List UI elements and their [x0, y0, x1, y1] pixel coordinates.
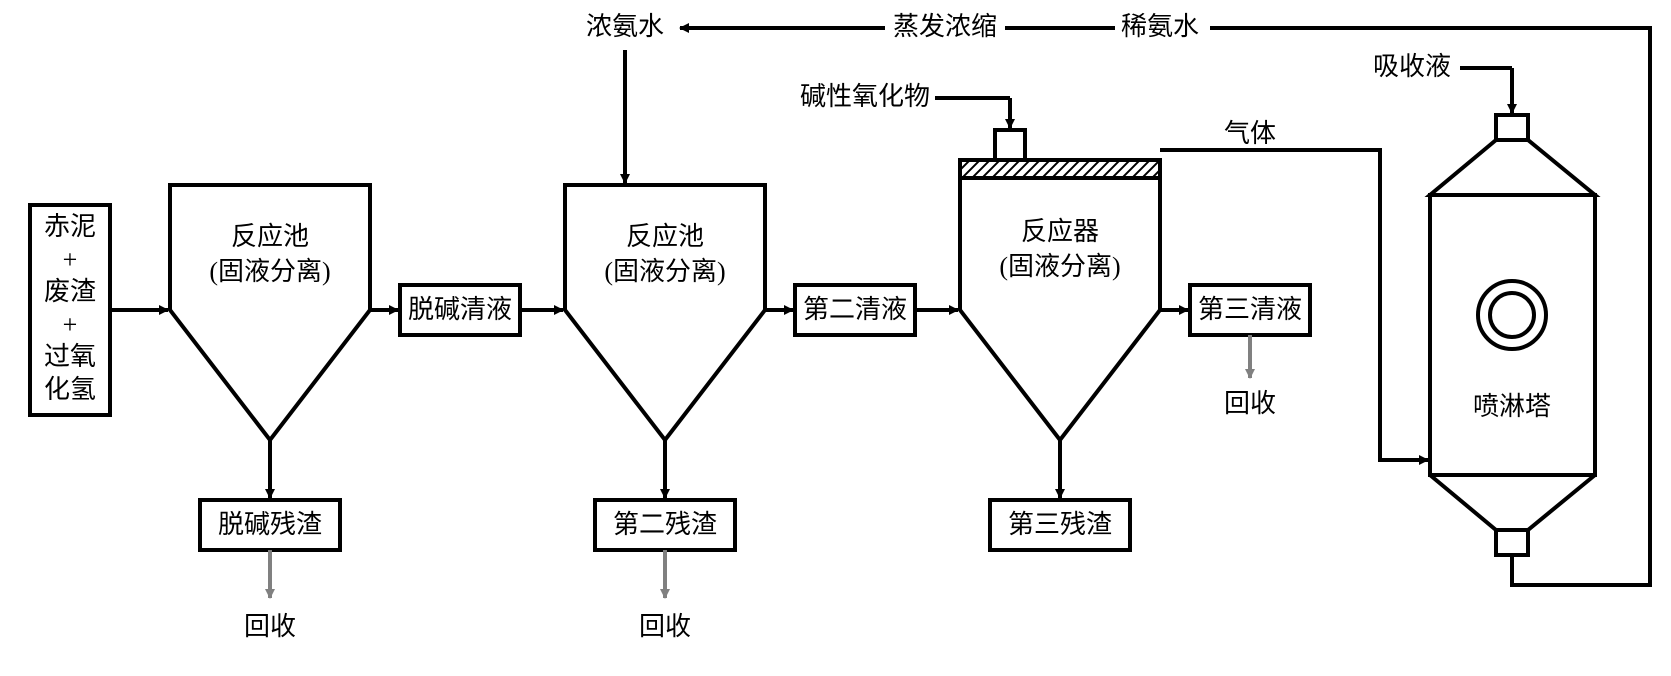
- input-plus-2: +: [63, 310, 78, 339]
- absorb-liquid-label: 吸收液: [1373, 52, 1451, 81]
- input-label-3: 过氧: [44, 342, 96, 371]
- reactor3-label-1: 反应器: [1021, 217, 1099, 246]
- clear3-label: 第三清液: [1198, 295, 1302, 324]
- tower-label: 喷淋塔: [1473, 392, 1551, 421]
- spray-tower: [1430, 115, 1595, 555]
- clear1-label: 脱碱清液: [408, 295, 512, 324]
- gas-label: 气体: [1224, 119, 1276, 148]
- clear2-label: 第二清液: [803, 295, 907, 324]
- recover3-label: 回收: [1224, 389, 1276, 418]
- basic-oxide-label: 碱性氧化物: [800, 82, 930, 111]
- dilute-ammonia-label: 稀氨水: [1121, 12, 1199, 41]
- reactor2-label-1: 反应池: [626, 222, 704, 251]
- reactor3-hatch: [960, 160, 1160, 178]
- residue1-label: 脱碱残渣: [218, 510, 322, 539]
- reactor1-label-1: 反应池: [231, 222, 309, 251]
- reactor3-label-2: (固液分离): [999, 252, 1120, 281]
- conc-ammonia-label: 浓氨水: [586, 12, 664, 41]
- evap-label: 蒸发浓缩: [893, 12, 997, 41]
- reactor3-inlet: [995, 130, 1025, 160]
- residue3-label: 第三残渣: [1008, 510, 1112, 539]
- input-label-4: 化氢: [44, 375, 96, 404]
- reactor2-label-2: (固液分离): [604, 257, 725, 286]
- input-plus-1: +: [63, 245, 78, 274]
- recover1-label: 回收: [244, 612, 296, 641]
- recover2-label: 回收: [639, 612, 691, 641]
- residue2-label: 第二残渣: [613, 510, 717, 539]
- process-flowchart: 赤泥 + 废渣 + 过氧 化氢 反应池 (固液分离) 脱碱清液 脱碱残渣 回收 …: [0, 0, 1671, 676]
- input-label-1: 赤泥: [44, 212, 96, 241]
- reactor1-label-2: (固液分离): [209, 257, 330, 286]
- input-label-2: 废渣: [44, 277, 96, 306]
